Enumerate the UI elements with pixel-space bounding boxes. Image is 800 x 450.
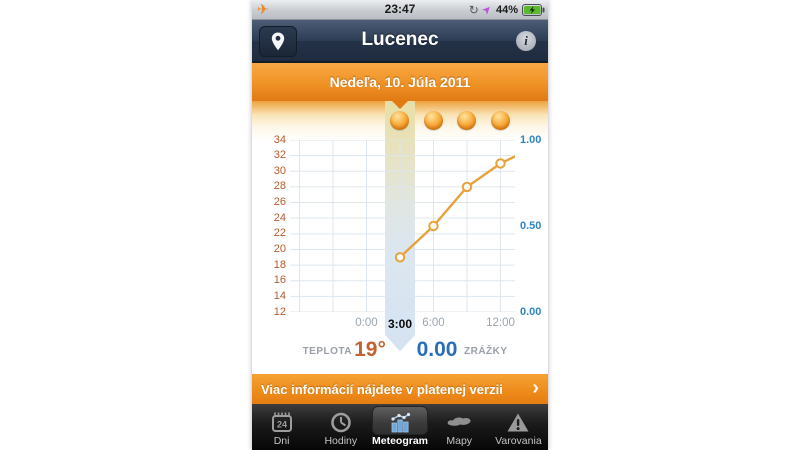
temp-axis-label: 16 [273, 274, 286, 287]
app-window: ✈ 23:47 ↻ ➤ 44% Lucenec i Nedeľa, 10. Jú… [252, 0, 548, 450]
tab-dni[interactable]: 24 Dni [252, 404, 311, 450]
sun-icon [457, 111, 477, 130]
clock-icon [328, 410, 354, 434]
precip-axis-label: 0.00 [520, 305, 542, 318]
selected-time-arrow [384, 335, 415, 351]
date-banner-notch [391, 101, 408, 109]
date-banner: Nedeľa, 10. Júla 2011 [252, 63, 548, 101]
sun-icon [490, 111, 510, 130]
temp-axis-label: 18 [273, 258, 286, 271]
temp-axis-label: 14 [273, 289, 286, 302]
tab-varovania[interactable]: Varovania [489, 404, 548, 450]
header-bar: Lucenec i [252, 20, 548, 63]
precipitation-value: 0.00 [416, 338, 458, 361]
upgrade-banner-text: Viac informácií nájdete v platenej verzi… [261, 381, 503, 397]
temp-axis-label: 32 [273, 149, 286, 162]
time-axis-label[interactable]: 3:00 [387, 317, 412, 331]
tab-label: Meteogram [372, 435, 429, 447]
svg-text:24: 24 [277, 419, 287, 429]
location-arrow-icon: ➤ [479, 2, 495, 18]
meteogram-chart-icon [387, 410, 413, 434]
summary-row: TEPLOTA 19° 0.00 ZRÁŽKY [252, 338, 548, 364]
precip-axis-label: 0.50 [520, 219, 542, 232]
temperature-plot[interactable] [290, 140, 515, 312]
temp-axis-label: 22 [273, 227, 286, 240]
tab-label: Mapy [446, 435, 473, 447]
temp-axis-label: 34 [273, 133, 286, 146]
status-bar: ✈ 23:47 ↻ ➤ 44% [252, 0, 548, 20]
airplane-mode-icon: ✈ [257, 1, 269, 17]
precipitation-label: ZRÁŽKY [464, 346, 508, 357]
time-axis-label[interactable]: 0:00 [355, 317, 378, 329]
tab-label: Varovania [495, 435, 542, 447]
sun-icon [390, 111, 410, 130]
page-title: Lucenec [361, 29, 439, 50]
temp-axis-label: 12 [273, 305, 286, 318]
tab-bar: 24 Dni Hodiny [252, 404, 548, 450]
precip-axis-label: 1.00 [520, 133, 542, 146]
chevron-right-icon: › [532, 377, 539, 399]
temp-axis-label: 24 [273, 211, 286, 224]
battery-charging-icon [522, 4, 545, 16]
tab-mapy[interactable]: Mapy [430, 404, 489, 450]
warning-triangle-icon [505, 410, 531, 434]
tab-meteogram[interactable]: Meteogram [370, 404, 429, 450]
temperature-label: TEPLOTA [302, 346, 352, 357]
temp-axis-label: 30 [273, 164, 286, 177]
tab-label: Hodiny [324, 435, 358, 447]
info-button[interactable]: i [516, 31, 536, 51]
rotation-lock-icon: ↻ [468, 3, 479, 17]
temp-axis-label: 26 [273, 196, 286, 209]
tab-label: Dni [273, 435, 290, 447]
location-button[interactable] [259, 26, 297, 57]
sun-icon [423, 111, 443, 130]
tab-hodiny[interactable]: Hodiny [311, 404, 370, 450]
map-icon [445, 410, 473, 434]
battery-percent: 44% [495, 4, 518, 16]
time-axis-label[interactable]: 6:00 [422, 317, 445, 329]
temp-axis-label: 28 [273, 180, 286, 193]
upgrade-banner[interactable]: Viac informácií nájdete v platenej verzi… [252, 374, 548, 404]
date-text: Nedeľa, 10. Júla 2011 [329, 74, 471, 90]
location-pin-icon [271, 32, 285, 51]
status-time: 23:47 [384, 2, 416, 16]
temperature-value: 19° [354, 338, 386, 361]
time-axis-label[interactable]: 12:00 [486, 317, 515, 329]
calendar-24-icon: 24 [269, 410, 295, 434]
temp-axis-label: 20 [273, 242, 286, 255]
